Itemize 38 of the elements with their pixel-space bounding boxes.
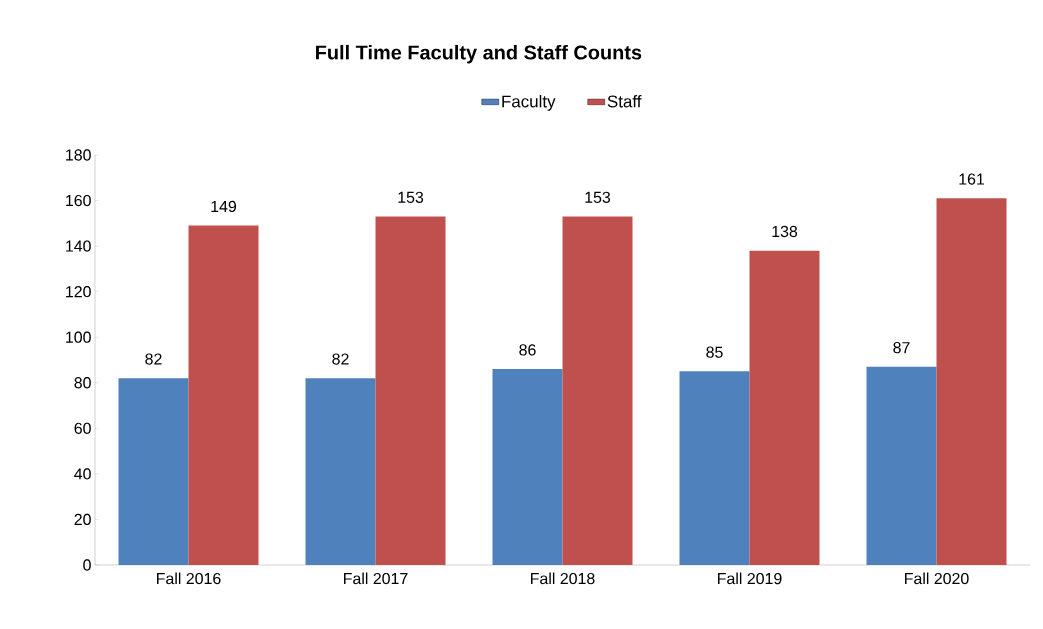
bar — [492, 369, 563, 565]
y-tick-label: 60 — [74, 422, 91, 434]
y-tick-label: 160 — [66, 194, 91, 207]
y-tick-label: 0 — [83, 559, 91, 571]
bar — [118, 378, 189, 565]
y-tick-label: 20 — [74, 513, 91, 526]
bar — [679, 371, 750, 565]
data-label: 82 — [145, 353, 162, 365]
x-tick-label: Fall 2016 — [157, 572, 221, 585]
y-tick-label: 40 — [74, 468, 91, 480]
bar — [866, 366, 937, 565]
data-label: 82 — [332, 353, 349, 365]
data-label: 149 — [211, 200, 237, 213]
bar — [188, 225, 259, 565]
bar — [562, 216, 633, 565]
data-label: 85 — [706, 346, 723, 358]
data-label: 153 — [398, 191, 424, 203]
bar — [305, 378, 376, 565]
data-label: 138 — [772, 225, 798, 238]
y-tick-label: 140 — [66, 240, 91, 252]
data-label: 161 — [959, 173, 985, 185]
y-tick-label: 180 — [66, 149, 91, 161]
x-tick-label: Fall 2017 — [344, 572, 408, 585]
bar — [936, 198, 1007, 565]
y-tick-label: 80 — [74, 377, 91, 389]
data-label: 87 — [893, 342, 910, 354]
y-tick-label: 120 — [66, 286, 91, 298]
chart-title: Full Time Faculty and Staff Counts — [316, 44, 642, 64]
bar — [375, 216, 446, 565]
legend-label: Staff — [607, 95, 642, 108]
x-tick-label: Fall 2020 — [905, 572, 969, 585]
x-tick-label: Fall 2019 — [718, 572, 782, 585]
x-tick-label: Fall 2018 — [531, 572, 595, 585]
bar — [749, 250, 820, 565]
y-tick-label: 100 — [66, 331, 91, 343]
data-label: 153 — [585, 191, 611, 203]
data-label: 86 — [519, 344, 536, 356]
legend-label: Faculty — [502, 95, 556, 111]
